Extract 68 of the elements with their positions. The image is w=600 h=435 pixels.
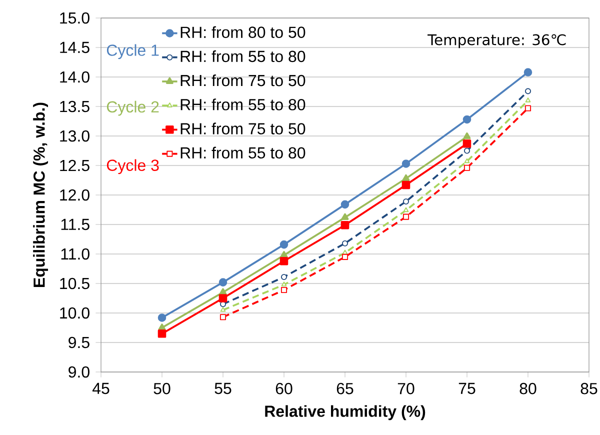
point <box>402 214 410 220</box>
point <box>340 220 350 230</box>
y-tick-label: 10.5 <box>60 278 90 290</box>
x-axis-title: Relative humidity (%) <box>265 405 426 420</box>
point <box>402 160 410 168</box>
point <box>402 180 410 190</box>
legend-label: RH: from 55 to 80 <box>180 50 306 62</box>
legend-label: RH: from 75 to 50 <box>180 74 306 86</box>
y-tick-label: 14.5 <box>60 42 90 54</box>
point <box>280 286 288 294</box>
point <box>158 324 166 330</box>
legend-label: RH: from 75 to 50 <box>180 122 306 134</box>
legend-label: RH: from 55 to 80 <box>180 98 306 110</box>
point <box>524 68 532 76</box>
y-tick-label: 9.0 <box>68 366 90 378</box>
legend-label: RH: from 80 to 50 <box>180 26 306 38</box>
y-tick-label: 11.5 <box>61 218 90 230</box>
annotation: Cycle 2 <box>106 100 159 116</box>
legend-label: RH: from 55 to 80 <box>180 146 306 159</box>
y-tick-label: 14.0 <box>60 71 90 83</box>
x-tick-label: 75 <box>458 382 476 394</box>
point <box>280 251 288 258</box>
x-tick-label: 45 <box>92 382 110 394</box>
y-tick-label: 11.0 <box>61 248 90 260</box>
y-tick-label: 13.5 <box>60 100 90 112</box>
x-tick-label: 65 <box>336 382 354 394</box>
point <box>158 330 166 338</box>
point <box>524 88 532 94</box>
x-tick-label: 50 <box>154 382 170 394</box>
y-axis-title: Equilibrium MC (%, w.b.) <box>33 102 48 287</box>
point <box>464 164 470 171</box>
annotation: Cycle 3 <box>106 159 159 174</box>
point <box>463 132 471 140</box>
point <box>220 314 226 320</box>
point <box>462 115 472 124</box>
point <box>341 213 349 220</box>
point <box>218 278 228 286</box>
point <box>403 207 409 212</box>
point <box>464 148 470 154</box>
y-tick-label: 12.0 <box>60 189 90 201</box>
y-tick-label: 13.0 <box>60 130 90 142</box>
point <box>402 198 410 205</box>
point <box>342 254 348 260</box>
point <box>280 256 288 266</box>
y-tick-label: 12.5 <box>60 160 90 172</box>
point <box>464 158 470 164</box>
y-tick-label: 9.5 <box>68 336 90 348</box>
point <box>342 240 348 246</box>
point <box>281 282 287 286</box>
x-tick-label: 55 <box>214 382 232 394</box>
y-tick-label: 10.0 <box>60 307 90 319</box>
point <box>524 105 532 112</box>
y-tick-label: 15.0 <box>60 12 90 24</box>
point <box>280 240 288 249</box>
annotation: Temperature: 36℃ <box>428 34 566 48</box>
point <box>402 174 410 182</box>
x-tick-label: 70 <box>398 382 414 394</box>
point <box>218 294 228 302</box>
point <box>220 307 226 312</box>
x-tick-label: 60 <box>276 382 292 394</box>
point <box>525 98 531 102</box>
x-tick-label: 80 <box>520 382 536 394</box>
annotation: Cycle 1 <box>106 44 159 60</box>
point <box>280 274 288 280</box>
point <box>158 314 166 322</box>
point <box>462 140 472 148</box>
point <box>340 200 350 209</box>
x-tick-label: 85 <box>580 382 598 394</box>
